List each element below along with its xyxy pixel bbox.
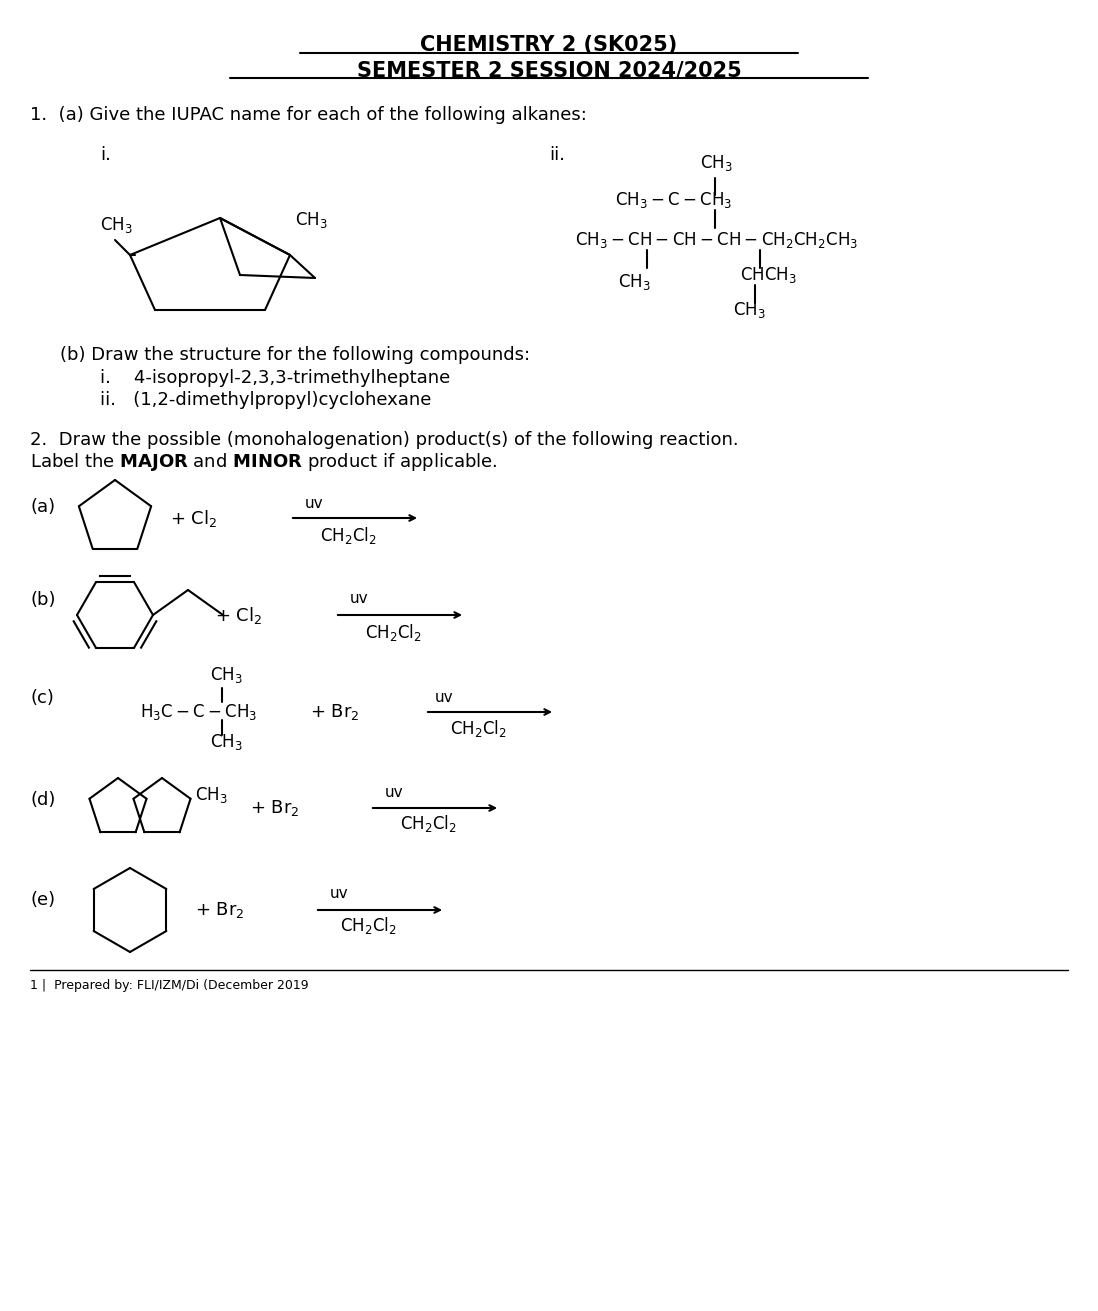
Text: (b): (b)	[30, 591, 56, 610]
Text: $+\ \mathregular{Cl_2}$: $+\ \mathregular{Cl_2}$	[215, 604, 262, 625]
Text: $\mathregular{CHCH_3}$: $\mathregular{CHCH_3}$	[740, 265, 797, 284]
Text: $\mathregular{CH_2Cl_2}$: $\mathregular{CH_2Cl_2}$	[450, 717, 507, 738]
Text: $\mathregular{CH_3}$: $\mathregular{CH_3}$	[210, 732, 243, 753]
Text: $\mathregular{CH_3}$: $\mathregular{CH_3}$	[733, 300, 765, 320]
Text: $\mathregular{H_3C-C-CH_3}$: $\mathregular{H_3C-C-CH_3}$	[141, 701, 257, 722]
Text: (a): (a)	[30, 498, 55, 517]
Text: $\mathregular{CH_3-C-CH_3}$: $\mathregular{CH_3-C-CH_3}$	[615, 190, 732, 210]
Text: $\mathregular{CH_2Cl_2}$: $\mathregular{CH_2Cl_2}$	[400, 814, 457, 835]
Text: $\mathregular{CH_3}$: $\mathregular{CH_3}$	[210, 665, 243, 686]
Text: i.    4-isopropyl-2,3,3-trimethylheptane: i. 4-isopropyl-2,3,3-trimethylheptane	[100, 368, 450, 387]
Text: $+\ \mathregular{Br_2}$: $+\ \mathregular{Br_2}$	[195, 899, 245, 920]
Text: 2.  Draw the possible (monohalogenation) product(s) of the following reaction.: 2. Draw the possible (monohalogenation) …	[30, 431, 739, 448]
Text: 1.  (a) Give the IUPAC name for each of the following alkanes:: 1. (a) Give the IUPAC name for each of t…	[30, 106, 586, 125]
Text: $\mathregular{CH_3}$: $\mathregular{CH_3}$	[195, 785, 227, 805]
Text: $\mathregular{CH_2Cl_2}$: $\mathregular{CH_2Cl_2}$	[320, 524, 377, 545]
Text: $\mathregular{CH_3}$: $\mathregular{CH_3}$	[618, 271, 651, 292]
Text: 1 |  Prepared by: FLI/IZM/Di (December 2019: 1 | Prepared by: FLI/IZM/Di (December 20…	[30, 978, 309, 991]
Text: ii.: ii.	[549, 146, 565, 164]
Text: $\mathregular{CH_3-CH-CH-CH-CH_2CH_2CH_3}$: $\mathregular{CH_3-CH-CH-CH-CH_2CH_2CH_3…	[575, 229, 859, 250]
Text: (b) Draw the structure for the following compounds:: (b) Draw the structure for the following…	[60, 346, 530, 364]
Text: $\mathregular{CH_3}$: $\mathregular{CH_3}$	[295, 210, 328, 229]
Text: Label the $\mathbf{MAJOR}$ and $\mathbf{MINOR}$ product if applicable.: Label the $\mathbf{MAJOR}$ and $\mathbf{…	[30, 451, 497, 473]
Text: SEMESTER 2 SESSION 2024/2025: SEMESTER 2 SESSION 2024/2025	[357, 60, 741, 80]
Text: uv: uv	[350, 590, 369, 606]
Text: $+\ \mathregular{Br_2}$: $+\ \mathregular{Br_2}$	[310, 701, 360, 722]
Text: $\mathregular{CH_2Cl_2}$: $\mathregular{CH_2Cl_2}$	[340, 915, 396, 936]
Text: uv: uv	[385, 784, 404, 800]
Text: CHEMISTRY 2 (SK025): CHEMISTRY 2 (SK025)	[421, 35, 677, 55]
Text: uv: uv	[435, 690, 453, 704]
Text: $\mathregular{CH_3}$: $\mathregular{CH_3}$	[100, 215, 133, 235]
Text: uv: uv	[330, 885, 349, 901]
Text: $+\ \mathregular{Br_2}$: $+\ \mathregular{Br_2}$	[250, 798, 300, 818]
Text: $\mathregular{CH_2Cl_2}$: $\mathregular{CH_2Cl_2}$	[365, 621, 422, 642]
Text: uv: uv	[305, 496, 324, 510]
Text: ii.   (1,2-dimethylpropyl)cyclohexane: ii. (1,2-dimethylpropyl)cyclohexane	[100, 391, 432, 409]
Text: i.: i.	[100, 146, 111, 164]
Text: (c): (c)	[30, 690, 54, 707]
Text: (d): (d)	[30, 791, 55, 809]
Text: (e): (e)	[30, 891, 55, 909]
Text: $+\ \mathregular{Cl_2}$: $+\ \mathregular{Cl_2}$	[170, 507, 217, 528]
Text: $\mathregular{CH_3}$: $\mathregular{CH_3}$	[701, 153, 732, 173]
